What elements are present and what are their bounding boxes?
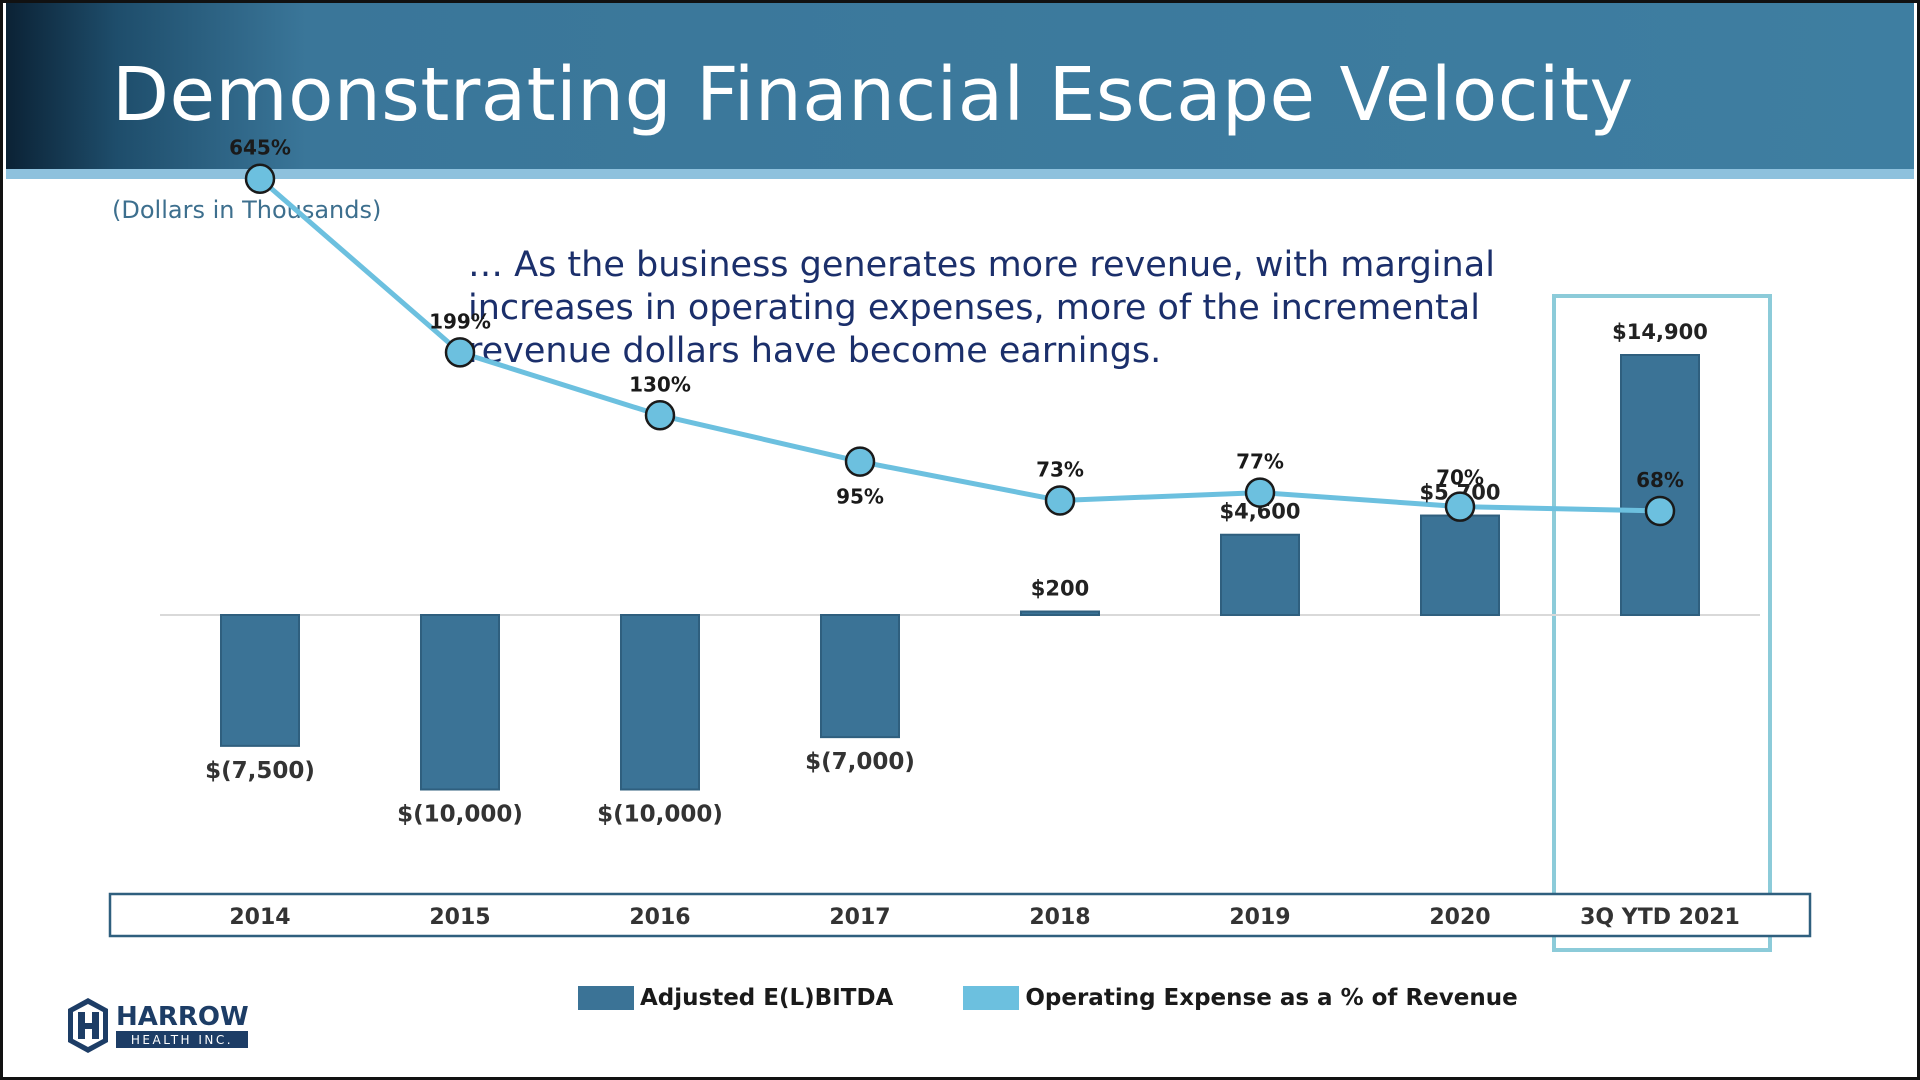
bar-0 (220, 614, 300, 747)
bar-2 (620, 614, 700, 791)
bar-1 (420, 614, 500, 791)
x-tick-label-3: 2017 (829, 905, 890, 930)
highlight-box-7 (1552, 294, 1772, 952)
legend-item-ebitda: Adjusted E(L)BITDA (578, 985, 893, 1011)
legend-label-opex: Operating Expense as a % of Revenue (1025, 985, 1518, 1011)
opex-point-7 (1644, 495, 1676, 527)
units-subtitle: (Dollars in Thousands) (112, 196, 382, 224)
legend-swatch-ebitda (578, 986, 634, 1010)
x-tick-label-2: 2016 (629, 905, 690, 930)
x-tick-label-7: 3Q YTD 2021 (1580, 905, 1740, 930)
slide-title: Demonstrating Financial Escape Velocity (112, 52, 1634, 138)
title-band (6, 3, 1914, 169)
legend-label-ebitda: Adjusted E(L)BITDA (640, 985, 894, 1011)
logo-tagline-bar (116, 1031, 248, 1048)
opex-point-6 (1444, 491, 1476, 522)
opex-point-1 (444, 337, 476, 368)
legend-item-opex: Operating Expense as a % of Revenue (963, 985, 1518, 1011)
opex-label-5: 77% (1236, 450, 1284, 474)
bar-label-3: $(7,000) (805, 749, 915, 775)
opex-point-0 (244, 163, 276, 194)
opex-label-4: 73% (1036, 457, 1084, 481)
opex-line (258, 176, 1661, 514)
opex-point-5 (1244, 477, 1276, 508)
x-tick-label-0: 2014 (229, 905, 290, 930)
x-tick-label-5: 2019 (1229, 905, 1290, 930)
bar-label-1: $(10,000) (397, 801, 523, 827)
opex-point-3 (844, 446, 876, 477)
legend-swatch-opex (963, 986, 1020, 1010)
bar-label-4: $200 (1031, 577, 1089, 601)
opex-label-1: 199% (429, 309, 491, 333)
bar-7 (1620, 354, 1700, 616)
opex-label-3: 95% (836, 485, 884, 509)
commentary-text: … As the business generates more revenue… (468, 245, 1495, 371)
chart-legend: Adjusted E(L)BITDA Operating Expense as … (578, 985, 1588, 1011)
x-tick-label-6: 2020 (1429, 905, 1490, 930)
category-axis-band (108, 892, 1812, 938)
logo-mark-icon (68, 998, 108, 1053)
harrow-logo: HARROW HEALTH INC. (68, 998, 249, 1053)
opex-point-4 (1044, 485, 1076, 516)
logo-wordmark: HARROW (116, 1002, 249, 1032)
bar-label-0: $(7,500) (205, 758, 315, 784)
bar-6 (1420, 514, 1500, 617)
opex-point-2 (644, 400, 676, 431)
opex-label-7: 68% (1636, 468, 1684, 492)
opex-label-2: 130% (629, 372, 691, 396)
title-stripe (6, 169, 1914, 179)
bar-4 (1020, 610, 1100, 617)
bar-label-7: $14,900 (1612, 320, 1708, 344)
x-tick-label-1: 2015 (429, 905, 490, 930)
logo-tagline: HEALTH INC. (131, 1033, 233, 1047)
bar-label-2: $(10,000) (597, 801, 723, 827)
bar-5 (1220, 533, 1300, 617)
bar-3 (820, 614, 900, 739)
opex-label-0: 645% (229, 136, 291, 160)
x-tick-label-4: 2018 (1029, 905, 1090, 930)
opex-label-6: 70% (1436, 466, 1484, 490)
